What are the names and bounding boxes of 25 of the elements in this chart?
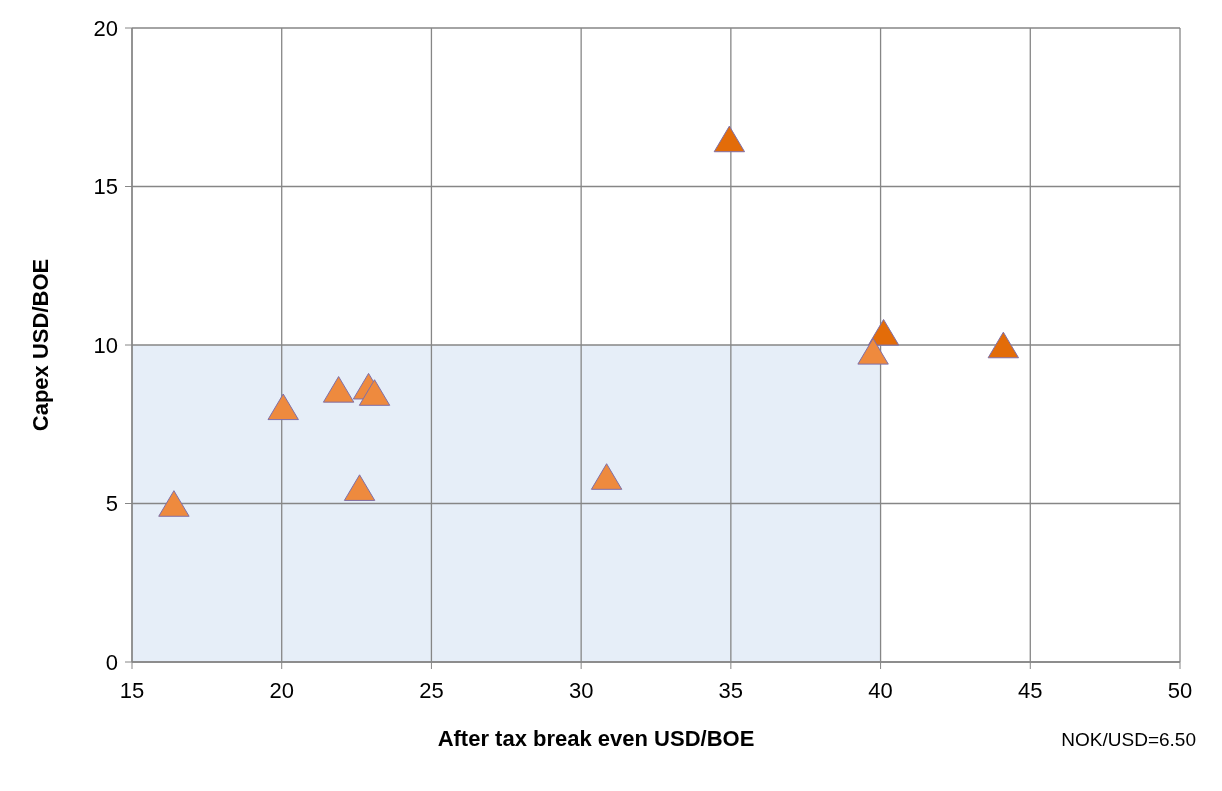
y-tick-label: 5 <box>105 491 118 517</box>
x-tick-label: 20 <box>269 678 294 703</box>
point <box>867 318 900 346</box>
y-tick-label: 20 <box>93 15 118 41</box>
text: NOK/USD=6.50 <box>1061 729 1196 750</box>
point <box>713 125 746 153</box>
point <box>358 379 391 406</box>
x-tick-label: 25 <box>419 678 444 703</box>
x-tick-label: 35 <box>718 678 744 703</box>
y-tick-label: 10 <box>93 332 118 358</box>
x-tick-label: 45 <box>1018 678 1043 703</box>
point <box>857 338 889 365</box>
x-tick-label: 50 <box>1167 678 1193 703</box>
point <box>590 463 623 490</box>
point <box>267 393 299 421</box>
x-tick-label: 30 <box>568 678 594 703</box>
x-axis-title: After tax break even USD/BOE <box>437 726 755 751</box>
point <box>158 490 190 517</box>
y-tick-label: 15 <box>93 174 118 200</box>
point <box>343 474 376 501</box>
x-tick-label: 40 <box>868 678 893 703</box>
point <box>322 376 355 403</box>
y-tick-label: 0 <box>105 649 118 675</box>
y-axis-title: Capex USD/BOE <box>28 258 53 432</box>
point <box>987 331 1020 359</box>
